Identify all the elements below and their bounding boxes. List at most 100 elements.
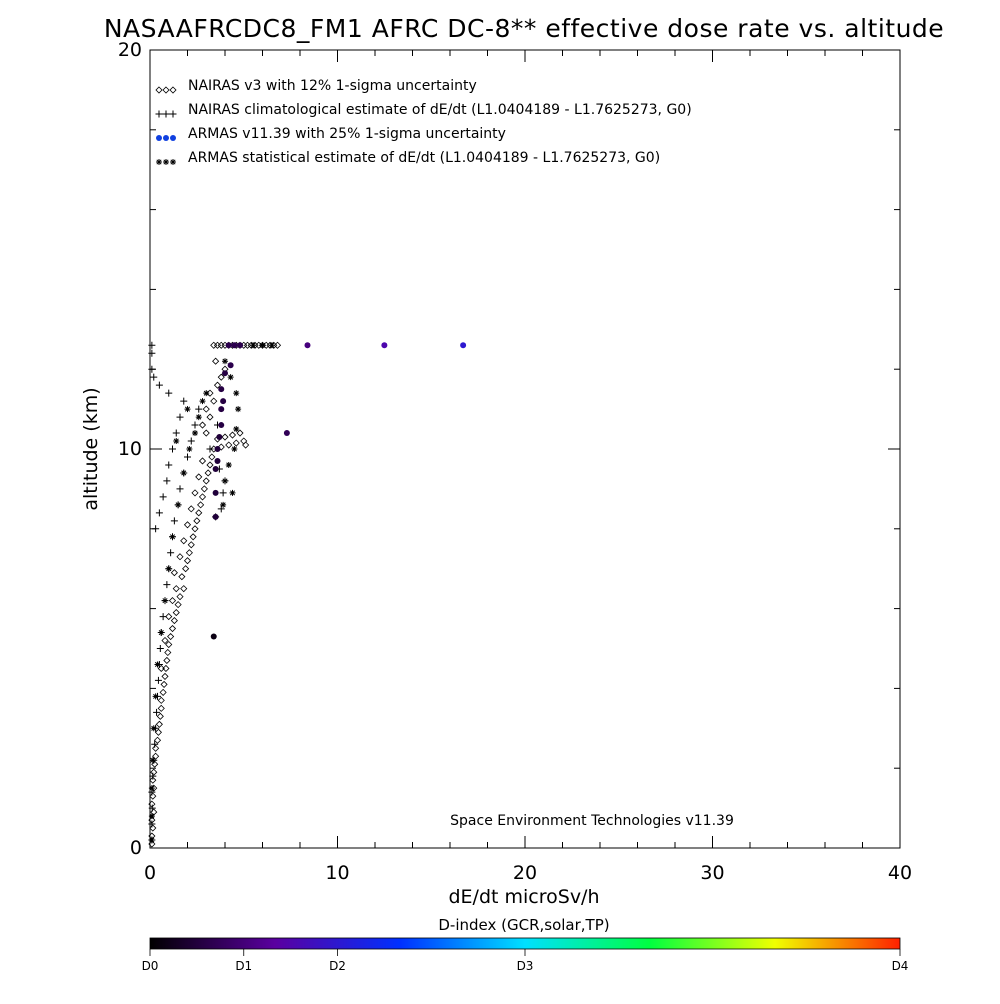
armas-stat-point (203, 390, 210, 397)
armas-point (212, 513, 219, 520)
armas-point (218, 422, 225, 429)
nairas-point (157, 704, 165, 712)
nairas-clim-point (148, 341, 156, 349)
armas-stat-point (169, 533, 176, 540)
nairas-clim-point (184, 453, 191, 461)
colorbar-ticks: D0 D1 D2 D3 D4 (142, 949, 908, 973)
armas-point (227, 362, 234, 369)
nairas-point (165, 640, 173, 649)
axis-ticks: 0 10 20 30 40 0 10 20 (118, 39, 912, 884)
nairas-point (197, 501, 205, 509)
x-tick-label: 40 (888, 862, 912, 884)
legend-symbol (155, 86, 163, 94)
nairas-clim-point (153, 708, 161, 716)
armas-stat-point (227, 374, 234, 381)
nairas-point (160, 680, 168, 688)
nairas-point (225, 441, 233, 449)
nairas-point (189, 533, 197, 541)
nairas-point (208, 453, 216, 461)
armas-point (283, 430, 290, 437)
nairas-clim-point (165, 389, 173, 397)
nairas-point (182, 565, 190, 573)
legend-symbol (162, 86, 170, 94)
y-axis-title: altitude (km) (80, 387, 102, 510)
armas-stat-point (231, 446, 238, 452)
nairas-point (180, 537, 188, 545)
nairas-point (217, 373, 225, 381)
armas-stat-point (173, 438, 180, 445)
chart-title: NASAAFRCDC8_FM1 AFRC DC-8** effective do… (104, 14, 944, 43)
nairas-clim-point (159, 493, 167, 501)
legend-symbol (169, 110, 177, 118)
nairas-point (206, 389, 214, 397)
nairas-point (213, 381, 222, 389)
legend: NAIRAS v3 with 12% 1-sigma uncertainty NA… (155, 78, 692, 166)
nairas-point (162, 664, 170, 673)
nairas-clim-point (156, 645, 164, 652)
armas-stat-point (148, 785, 155, 792)
y-tick-label: 20 (118, 39, 142, 61)
nairas-point (174, 601, 182, 609)
nairas-clim-point (167, 549, 175, 557)
nairas-clim-point (176, 413, 184, 421)
nairas-point (206, 461, 214, 469)
nairas-clim-point (148, 804, 156, 812)
nairas-point (157, 696, 165, 704)
nairas-point (149, 824, 157, 832)
nairas-point (193, 517, 201, 525)
armas-point (220, 398, 227, 405)
armas-stat-point (180, 469, 187, 476)
x-axis-title: dE/dt microSv/h (448, 886, 599, 908)
nairas-point (161, 636, 169, 645)
nairas-point (210, 397, 218, 405)
legend-symbol (156, 159, 162, 165)
nairas-point (221, 433, 229, 441)
legend-symbol (169, 86, 177, 94)
armas-stat-point (229, 489, 236, 496)
nairas-point (191, 525, 199, 533)
nairas-point (204, 469, 212, 477)
nairas-point (236, 429, 244, 437)
legend-armas-stat: ARMAS statistical estimate of dE/dt (L1.… (188, 150, 660, 166)
nairas-point (198, 421, 207, 429)
legend-symbol (156, 135, 162, 141)
nairas-point (161, 672, 169, 680)
nairas-point (240, 437, 248, 445)
nairas-clim-point (148, 349, 156, 357)
armas-point (225, 342, 232, 349)
colorbar-title: D-index (GCR,solar,TP) (438, 916, 609, 934)
nairas-point (195, 509, 203, 517)
colorbar-tick-label: D2 (329, 959, 346, 973)
nairas-point (176, 593, 184, 601)
y-tick-label: 10 (118, 438, 142, 460)
nairas-clim-point (169, 445, 176, 453)
armas-point (216, 434, 223, 441)
nairas-point (243, 341, 252, 349)
armas-point (222, 370, 228, 377)
data-points (148, 341, 467, 848)
nairas-point (202, 429, 210, 437)
colorbar (149, 937, 901, 950)
armas-point (231, 342, 238, 349)
armas-stat-point (222, 358, 228, 365)
nairas-point (152, 752, 160, 760)
nairas-point (176, 553, 184, 561)
legend-symbol (162, 110, 170, 118)
colorbar-tick-label: D0 (142, 959, 159, 973)
legend-symbol (163, 135, 169, 141)
nairas-point (154, 728, 163, 736)
nairas-point (172, 585, 180, 593)
nairas-point (148, 840, 156, 848)
armas-point (214, 446, 221, 452)
x-tick-label: 20 (513, 862, 537, 884)
armas-stat-point (154, 661, 161, 668)
armas-stat-point (225, 461, 232, 468)
armas-point (210, 633, 217, 640)
armas-point (218, 406, 225, 413)
armas-stat-point (186, 446, 193, 452)
nairas-clim-point (163, 477, 171, 485)
plot-frame (149, 49, 901, 849)
armas-stat-point (165, 565, 172, 572)
armas-stat-point (192, 430, 198, 437)
